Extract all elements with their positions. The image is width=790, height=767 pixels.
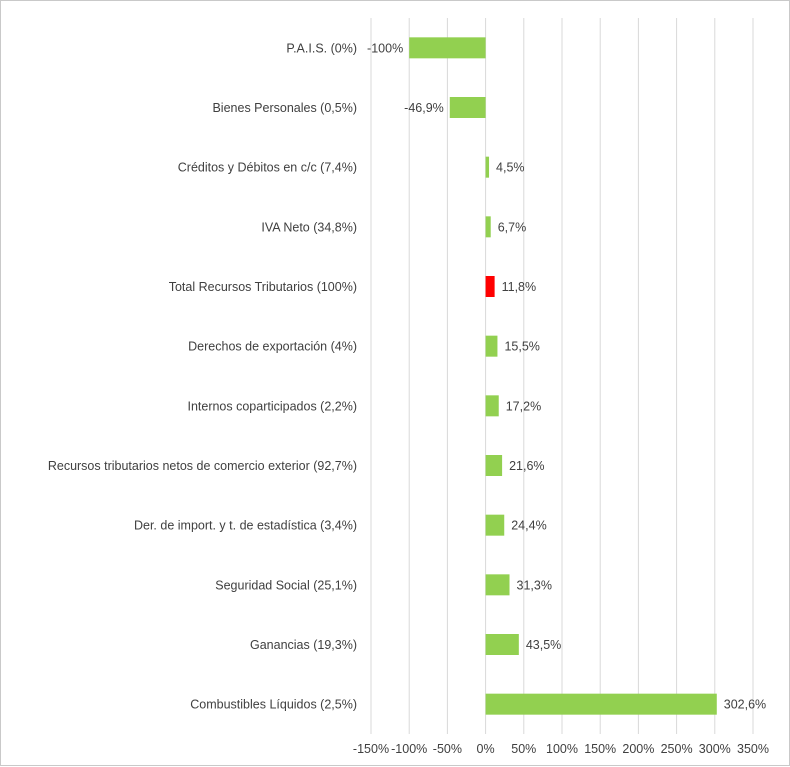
bar: [485, 693, 717, 715]
x-tick-label: 150%: [584, 742, 616, 756]
data-label: 31,3%: [517, 578, 552, 592]
category-label: Seguridad Social (25,1%): [215, 578, 357, 592]
bar: [485, 156, 490, 178]
data-label: 43,5%: [526, 638, 561, 652]
x-tick-label: 0%: [477, 742, 495, 756]
bar: [485, 634, 519, 655]
bar: [485, 276, 495, 297]
data-label: 302,6%: [724, 698, 766, 712]
bars: [409, 37, 717, 715]
x-tick-label: 50%: [511, 742, 536, 756]
bar: [485, 514, 505, 536]
category-label: Bienes Personales (0,5%): [212, 101, 357, 115]
category-labels: P.A.I.S. (0%) Bienes Personales (0,5%) Cré…: [48, 41, 357, 711]
data-label: -46,9%: [404, 101, 444, 115]
gridlines: [370, 18, 754, 734]
category-label: Ganancias (19,3%): [250, 638, 357, 652]
data-label: -100%: [367, 41, 403, 55]
bar: [485, 216, 491, 238]
category-label: Créditos y Débitos en c/c (7,4%): [178, 161, 357, 175]
bar: [485, 455, 503, 476]
category-label: Internos coparticipados (2,2%): [187, 399, 357, 413]
data-label: 4,5%: [496, 161, 524, 175]
x-tick-label: -150%: [353, 742, 389, 756]
category-label: Combustibles Líquidos (2,5%): [190, 698, 357, 712]
data-label: 24,4%: [511, 519, 546, 533]
x-tick-label: 100%: [546, 742, 578, 756]
category-label: Derechos de exportación (4%): [188, 340, 357, 354]
x-tick-label: -100%: [391, 742, 427, 756]
category-label: P.A.I.S. (0%): [286, 41, 357, 55]
data-labels: -100% -46,9% 4,5% 6,7% 11,8% 15,5% 17,2% 21,6% 2…: [367, 41, 766, 711]
bar: [485, 395, 499, 417]
data-label: 17,2%: [506, 399, 541, 413]
bar: [409, 37, 486, 59]
category-label: Der. de import. y t. de estadística (3,4…: [134, 519, 357, 533]
data-label: 15,5%: [504, 340, 539, 354]
category-label: Total Recursos Tributarios (100%): [169, 280, 357, 294]
category-label: Recursos tributarios netos de comercio e…: [48, 459, 357, 473]
x-tick-label: -50%: [433, 742, 462, 756]
data-label: 21,6%: [509, 459, 544, 473]
x-tick-label: 350%: [737, 742, 769, 756]
x-axis-ticks: -150% -100% -50% 0% 50% 100% 150% 200% 250% 300% 3…: [353, 742, 769, 756]
x-tick-label: 300%: [699, 742, 731, 756]
bar: [485, 574, 510, 596]
category-label: IVA Neto (34,8%): [261, 220, 357, 234]
bar: [449, 97, 486, 118]
x-tick-label: 200%: [622, 742, 654, 756]
x-tick-label: 250%: [661, 742, 693, 756]
bar: [485, 335, 498, 357]
data-label: 6,7%: [498, 220, 527, 234]
data-label: 11,8%: [502, 280, 537, 294]
